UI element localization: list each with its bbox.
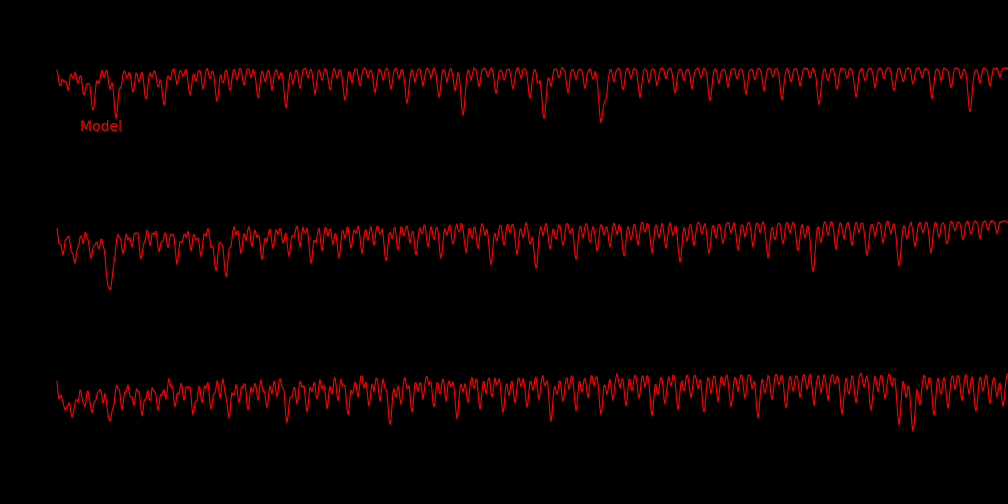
panel-bottom-group: [56, 372, 1008, 432]
spectrum-trace-top: [56, 67, 1008, 124]
legend-label-model: Model: [80, 119, 123, 135]
panel-top-group: [56, 67, 1008, 124]
spectrum-trace-middle: [56, 220, 1008, 291]
panel-middle-group: [56, 220, 1008, 291]
spectrum-trace-bottom: [56, 372, 1008, 432]
